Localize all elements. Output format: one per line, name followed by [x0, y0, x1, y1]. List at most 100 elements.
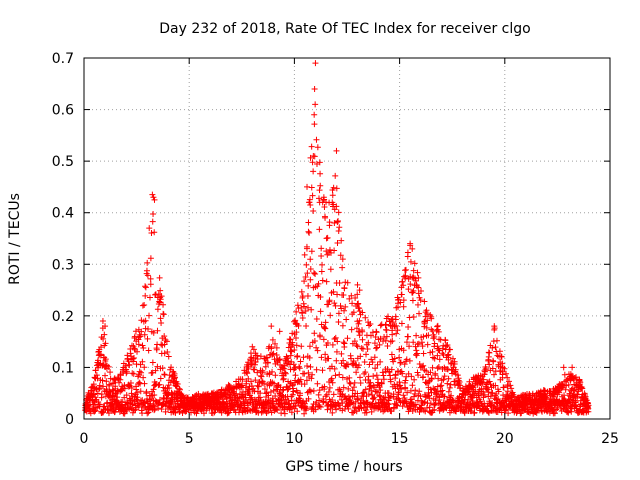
data-point — [322, 214, 329, 221]
data-point — [355, 395, 362, 402]
data-point — [333, 357, 340, 364]
data-point — [299, 309, 306, 316]
data-point — [357, 353, 364, 360]
data-point — [244, 370, 251, 377]
data-point — [102, 323, 109, 330]
data-point — [245, 365, 252, 372]
data-point — [383, 327, 390, 334]
data-point — [363, 351, 370, 358]
data-point — [383, 333, 390, 340]
data-point — [138, 369, 145, 376]
data-point — [99, 377, 106, 384]
data-point — [137, 388, 144, 395]
data-point — [201, 410, 208, 417]
data-point — [310, 152, 317, 159]
data-point — [492, 382, 499, 389]
data-point — [314, 144, 321, 151]
data-point — [111, 409, 118, 416]
data-point — [477, 375, 484, 382]
data-point — [263, 354, 270, 361]
data-point — [410, 313, 417, 320]
data-point — [357, 374, 364, 381]
data-point — [125, 383, 132, 390]
data-point — [435, 347, 442, 354]
data-point — [426, 395, 433, 402]
data-point — [373, 372, 380, 379]
data-point — [143, 388, 150, 395]
data-point — [264, 359, 271, 366]
data-point — [404, 389, 411, 396]
data-point — [112, 383, 119, 390]
data-point — [318, 253, 325, 260]
data-point — [152, 367, 159, 374]
data-point — [130, 354, 137, 361]
data-point — [338, 396, 345, 403]
data-point — [285, 358, 292, 365]
data-point — [492, 344, 499, 351]
data-point — [525, 409, 532, 416]
data-point — [377, 387, 384, 394]
data-point — [441, 393, 448, 400]
data-point — [332, 372, 339, 379]
data-point — [332, 302, 339, 309]
data-point — [311, 338, 318, 345]
data-point — [246, 406, 253, 413]
data-point — [355, 320, 362, 327]
data-point — [137, 333, 144, 340]
data-point — [405, 333, 412, 340]
data-point — [308, 143, 315, 150]
data-point — [346, 379, 353, 386]
data-point — [123, 392, 130, 399]
data-point — [163, 338, 170, 345]
data-point — [331, 220, 338, 227]
data-point — [154, 363, 161, 370]
data-point — [340, 357, 347, 364]
data-point — [354, 291, 361, 298]
data-point — [164, 348, 171, 355]
data-point — [353, 325, 360, 332]
data-point — [335, 218, 342, 225]
data-point — [313, 344, 320, 351]
data-point — [573, 379, 580, 386]
data-point — [305, 282, 312, 289]
data-point — [414, 301, 421, 308]
data-point — [495, 396, 502, 403]
data-point — [307, 276, 314, 283]
data-point — [350, 384, 357, 391]
data-point — [551, 410, 558, 417]
data-point — [301, 381, 308, 388]
data-point — [249, 343, 256, 350]
data-point — [504, 388, 511, 395]
data-point — [366, 361, 373, 368]
data-point — [399, 370, 406, 377]
data-point — [329, 379, 336, 386]
data-point — [336, 402, 343, 409]
data-point — [130, 370, 137, 377]
data-point — [151, 229, 158, 236]
data-point — [295, 322, 302, 329]
data-point — [394, 304, 401, 311]
data-point — [257, 353, 264, 360]
data-point — [306, 229, 313, 236]
data-point — [362, 314, 369, 321]
data-point — [393, 330, 400, 337]
data-point — [282, 369, 289, 376]
data-point — [245, 359, 252, 366]
data-point — [245, 375, 252, 382]
data-point — [410, 393, 417, 400]
data-point — [471, 409, 478, 416]
data-point — [367, 382, 374, 389]
data-point — [92, 404, 99, 411]
data-point — [332, 334, 339, 341]
data-point — [133, 386, 140, 393]
data-point — [339, 374, 346, 381]
data-point — [421, 399, 428, 406]
data-point — [310, 387, 317, 394]
data-point — [569, 364, 576, 371]
data-point — [405, 370, 412, 377]
data-point — [448, 359, 455, 366]
data-point — [323, 278, 330, 285]
data-point — [391, 381, 398, 388]
data-point — [150, 210, 157, 217]
data-point — [142, 292, 149, 299]
